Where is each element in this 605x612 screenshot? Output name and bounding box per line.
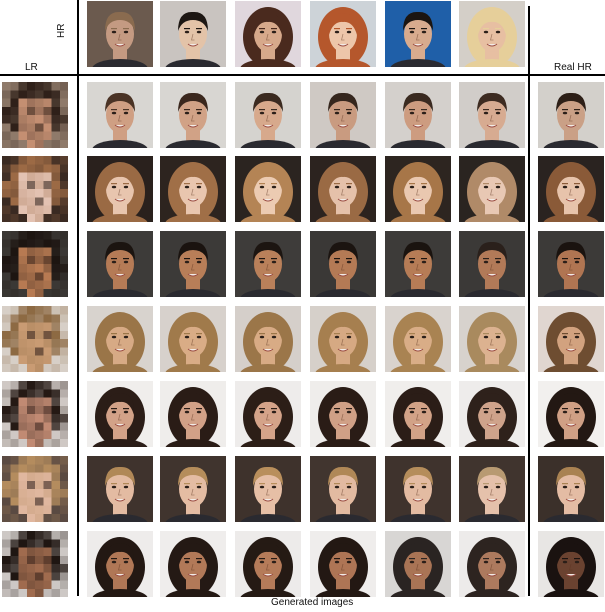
generated-face-image xyxy=(235,306,301,372)
real-hr-column-label: Real HR xyxy=(554,62,592,73)
real-hr-image xyxy=(538,381,604,447)
generated-face-image xyxy=(310,82,376,148)
generated-face-image xyxy=(87,156,153,222)
generated-face-image xyxy=(235,231,301,297)
lr-input-image xyxy=(2,531,68,597)
generated-face-image xyxy=(87,381,153,447)
hr-ref-5 xyxy=(385,1,451,67)
generated-face-image xyxy=(459,231,525,297)
generated-face-image xyxy=(459,531,525,597)
real-hr-image xyxy=(538,82,604,148)
generated-face-image xyxy=(385,231,451,297)
header-divider xyxy=(0,74,605,76)
lr-input-image xyxy=(2,456,68,522)
generated-face-image xyxy=(235,381,301,447)
lr-input-image xyxy=(2,381,68,447)
left-divider xyxy=(77,0,79,596)
hr-ref-3 xyxy=(235,1,301,67)
real-hr-image xyxy=(538,456,604,522)
generated-face-image xyxy=(459,306,525,372)
hr-ref-6 xyxy=(459,1,525,67)
generated-face-image xyxy=(310,456,376,522)
generated-face-image xyxy=(385,456,451,522)
generated-face-image xyxy=(87,531,153,597)
generated-face-image xyxy=(160,531,226,597)
generated-face-image xyxy=(87,456,153,522)
lr-input-image xyxy=(2,231,68,297)
lr-column-label: LR xyxy=(25,62,38,73)
generated-face-image xyxy=(385,306,451,372)
hr-ref-1 xyxy=(87,1,153,67)
generated-face-image xyxy=(87,231,153,297)
generated-face-image xyxy=(459,456,525,522)
generated-face-image xyxy=(87,82,153,148)
hr-ref-2 xyxy=(160,1,226,67)
generated-face-image xyxy=(160,306,226,372)
generated-face-image xyxy=(235,156,301,222)
generated-face-image xyxy=(385,156,451,222)
generated-face-image xyxy=(160,381,226,447)
lr-input-image xyxy=(2,156,68,222)
lr-input-image xyxy=(2,82,68,148)
generated-face-image xyxy=(459,381,525,447)
generated-face-image xyxy=(235,82,301,148)
real-hr-image xyxy=(538,231,604,297)
generated-face-image xyxy=(385,82,451,148)
generated-face-image xyxy=(459,82,525,148)
generated-face-image xyxy=(310,231,376,297)
generated-face-image xyxy=(160,156,226,222)
hr-axis-label: HR xyxy=(56,23,67,38)
generated-face-image xyxy=(310,381,376,447)
generated-face-image xyxy=(235,456,301,522)
real-hr-image xyxy=(538,531,604,597)
hr-ref-4 xyxy=(310,1,376,67)
generated-face-image xyxy=(87,306,153,372)
generated-face-image xyxy=(310,156,376,222)
generated-images-caption: Generated images xyxy=(271,597,354,608)
right-divider xyxy=(528,6,530,596)
generated-face-image xyxy=(459,156,525,222)
generated-face-image xyxy=(310,531,376,597)
generated-face-image xyxy=(385,381,451,447)
generated-face-image xyxy=(160,82,226,148)
generated-face-image xyxy=(160,231,226,297)
lr-input-image xyxy=(2,306,68,372)
generated-face-image xyxy=(385,531,451,597)
real-hr-image xyxy=(538,156,604,222)
generated-face-image xyxy=(310,306,376,372)
generated-face-image xyxy=(160,456,226,522)
real-hr-image xyxy=(538,306,604,372)
generated-face-image xyxy=(235,531,301,597)
